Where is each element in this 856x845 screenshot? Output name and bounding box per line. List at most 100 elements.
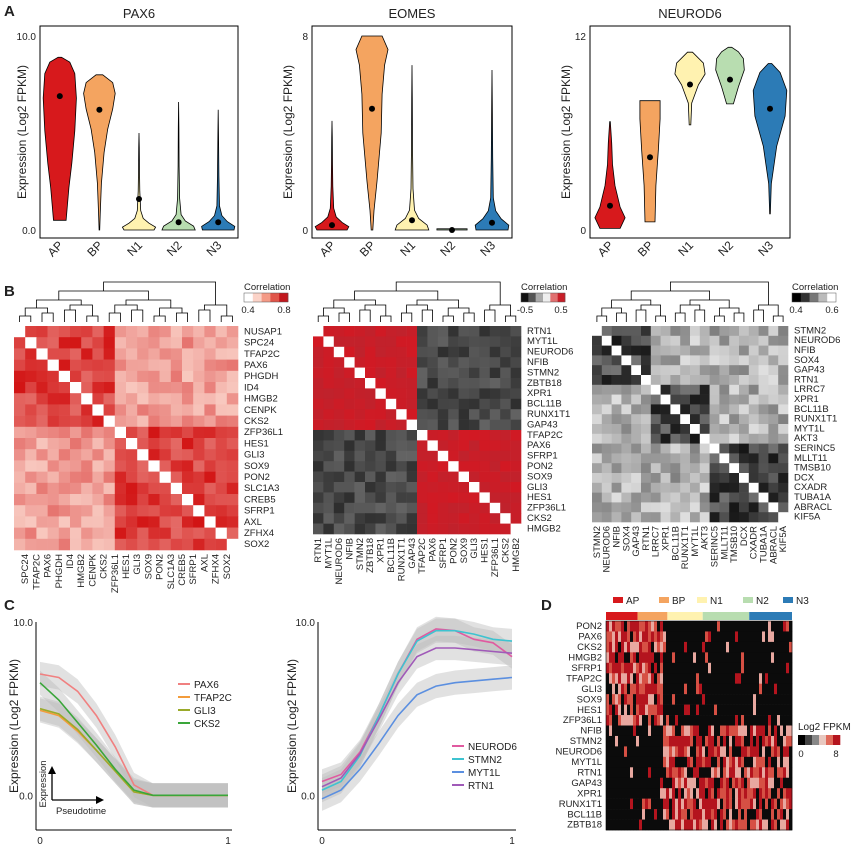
expression-cell	[651, 683, 655, 695]
heatmap-cell	[768, 365, 779, 376]
expression-cell	[744, 777, 748, 789]
heatmap-cell	[489, 388, 501, 400]
expression-cell	[699, 683, 703, 695]
expression-cell	[693, 798, 697, 810]
expression-cell	[777, 694, 781, 705]
expression-cell	[738, 704, 742, 716]
expression-cell	[633, 798, 637, 810]
expression-cell	[771, 662, 775, 674]
expression-cell	[690, 631, 694, 643]
heatmap-cell	[92, 415, 104, 428]
expression-cell	[672, 735, 676, 747]
heatmap-cell	[437, 419, 449, 431]
expression-cell	[666, 652, 670, 664]
heatmap-cell	[375, 346, 387, 358]
heatmap-cell	[641, 355, 652, 366]
dendrogram-branch	[416, 299, 459, 308]
heatmap-cell	[396, 398, 407, 410]
heatmap-cell	[70, 382, 82, 394]
dendrogram-branch	[380, 315, 392, 322]
expression-cell	[651, 652, 655, 664]
legend-swatch	[543, 293, 551, 302]
heatmap-cell	[215, 337, 228, 349]
expression-cell	[750, 788, 754, 799]
expression-cell	[660, 652, 664, 664]
legend-label: STMN2	[468, 755, 502, 766]
expression-cell	[627, 704, 631, 716]
expression-cell	[729, 704, 733, 716]
expression-cell	[756, 798, 760, 810]
heatmap-cell	[592, 512, 603, 523]
heatmap-cell	[437, 430, 449, 441]
heatmap-cell	[137, 505, 149, 517]
expression-cell	[786, 641, 790, 653]
heatmap-cell	[650, 335, 661, 346]
heatmap-cell	[437, 513, 449, 524]
heatmap-cell	[592, 424, 603, 435]
expression-cell	[657, 631, 661, 643]
expression-cell	[654, 673, 658, 684]
col-label: RUNX1T1	[680, 526, 691, 569]
heatmap-cell	[739, 355, 750, 366]
heatmap-cell	[768, 463, 779, 474]
expression-cell	[699, 756, 703, 768]
expression-cell	[645, 715, 649, 726]
heatmap-cell	[182, 505, 194, 517]
heatmap-cell	[170, 482, 183, 495]
expression-cell	[609, 788, 613, 799]
expression-cell	[681, 809, 685, 820]
expression-cell	[684, 746, 688, 758]
heatmap-cell	[660, 414, 671, 425]
heatmap-cell	[489, 502, 501, 514]
expression-cell	[723, 673, 727, 684]
heatmap-cell	[159, 460, 172, 472]
expression-cell	[630, 756, 634, 768]
heatmap-cell	[758, 512, 769, 523]
heatmap-cell	[47, 415, 60, 428]
expression-cell	[621, 746, 625, 758]
row-label: XPR1	[527, 388, 552, 399]
col-label: NEUROD6	[602, 526, 613, 572]
expression-cell	[780, 694, 784, 705]
expression-cell	[738, 788, 742, 799]
heatmap-cell	[148, 538, 160, 551]
expression-cell	[699, 788, 703, 799]
heatmap-cell	[25, 326, 37, 338]
heatmap-cell	[690, 326, 701, 337]
expression-cell	[714, 725, 718, 737]
expression-cell	[705, 694, 709, 705]
heatmap-cell	[126, 471, 138, 484]
expression-cell	[708, 746, 712, 758]
heatmap-cell	[489, 398, 501, 410]
expression-cell	[618, 641, 622, 653]
expression-cell	[756, 819, 760, 831]
heatmap-cell	[758, 424, 769, 435]
heatmap-cell	[768, 326, 779, 337]
expression-cell	[690, 673, 694, 684]
heatmap-cell	[621, 512, 632, 523]
expression-cell	[627, 715, 631, 726]
heatmap-cell	[621, 394, 632, 405]
expression-cell	[681, 704, 685, 716]
heatmap-cell	[489, 461, 501, 472]
expression-cell	[768, 662, 772, 674]
expression-cell	[648, 673, 652, 684]
expression-cell	[765, 641, 769, 653]
heatmap-cell	[148, 505, 160, 517]
expression-cell	[771, 631, 775, 643]
expression-cell	[723, 809, 727, 820]
heatmap-cell	[333, 482, 345, 493]
row-label: AKT3	[794, 433, 818, 444]
col-label: GLI3	[132, 554, 143, 575]
expression-cell	[756, 673, 760, 684]
expression-cell	[777, 673, 781, 684]
expression-cell	[615, 621, 619, 632]
expression-cell	[786, 788, 790, 799]
heatmap-cell	[14, 393, 26, 405]
expression-cell	[753, 683, 757, 695]
expression-cell	[642, 631, 646, 643]
heatmap-cell	[719, 443, 730, 454]
expression-cell	[618, 652, 622, 664]
heatmap-cell	[114, 438, 127, 450]
expression-cell	[678, 725, 682, 737]
